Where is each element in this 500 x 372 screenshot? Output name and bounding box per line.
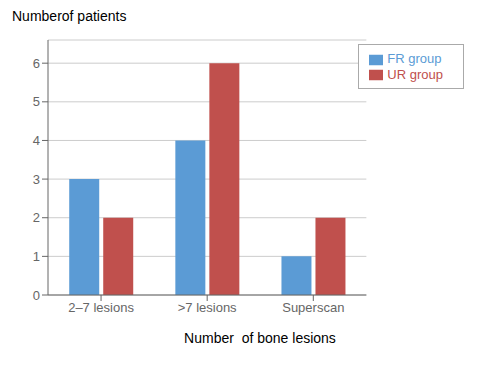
svg-text:3: 3 [33, 172, 40, 187]
svg-text:2: 2 [33, 210, 40, 225]
svg-text:6: 6 [33, 56, 40, 71]
svg-text:0: 0 [33, 288, 40, 303]
html-text:UR group: UR group [387, 66, 443, 82]
html-text:Numberof patients: Numberof patients [12, 8, 127, 24]
svg-text:4: 4 [33, 133, 40, 148]
svg-text:2–7 lesions: 2–7 lesions [68, 300, 134, 315]
svg-text:1: 1 [33, 249, 40, 264]
svg-text:5: 5 [33, 94, 40, 109]
html-text:FR group: FR group [387, 51, 442, 66]
svg-text:>7 lesions: >7 lesions [178, 300, 237, 315]
svg-text:Superscan: Superscan [282, 300, 344, 315]
html-text:Number of bone lesions: Number of bone lesions [184, 330, 336, 346]
